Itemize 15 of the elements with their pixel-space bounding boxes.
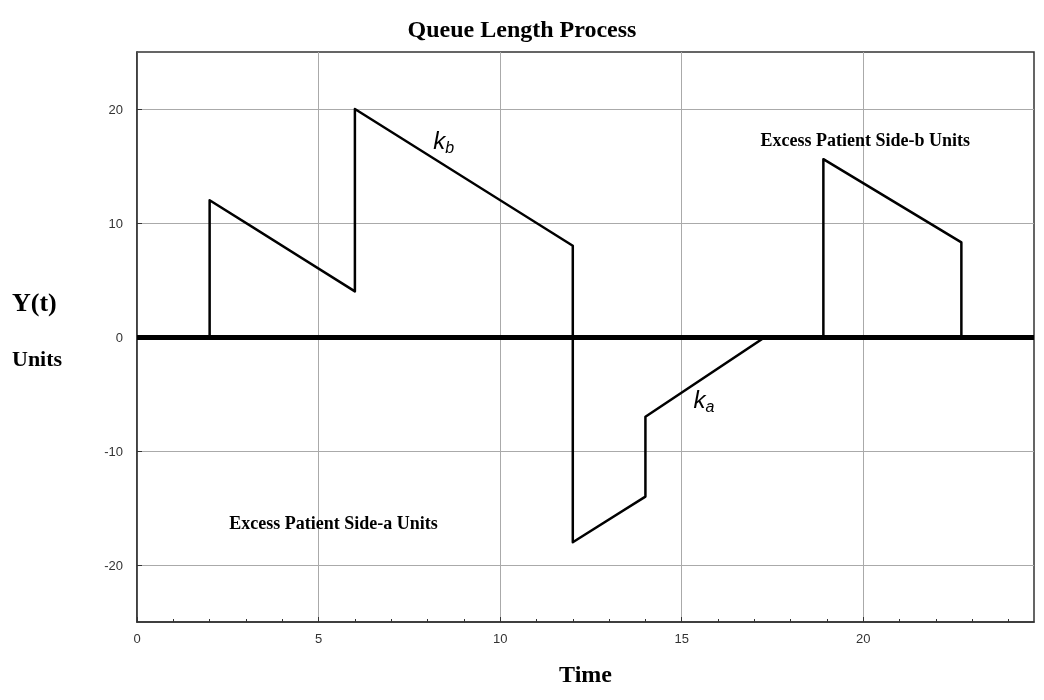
annotation: Excess Patient Side-a Units [229,512,438,533]
y-tick-label: -10 [104,443,123,459]
x-tick-label: 20 [856,631,871,646]
y-axis-title: Y(t) Units [12,287,63,371]
x-tick-label: 5 [314,631,323,646]
x-tick-label: 0 [133,631,141,646]
annotation: Excess Patient Side-b Units [760,129,971,150]
y-tick-label: 20 [108,101,123,117]
y-tick-label: 10 [108,215,123,231]
y-tick-label: 0 [115,329,123,345]
x-tick-label: 10 [492,631,508,646]
chart-title: Queue Length Process [407,16,637,42]
x-tick-label: 15 [674,631,689,646]
x-axis-title: Time [559,661,613,687]
y-tick-label: -20 [104,557,123,573]
